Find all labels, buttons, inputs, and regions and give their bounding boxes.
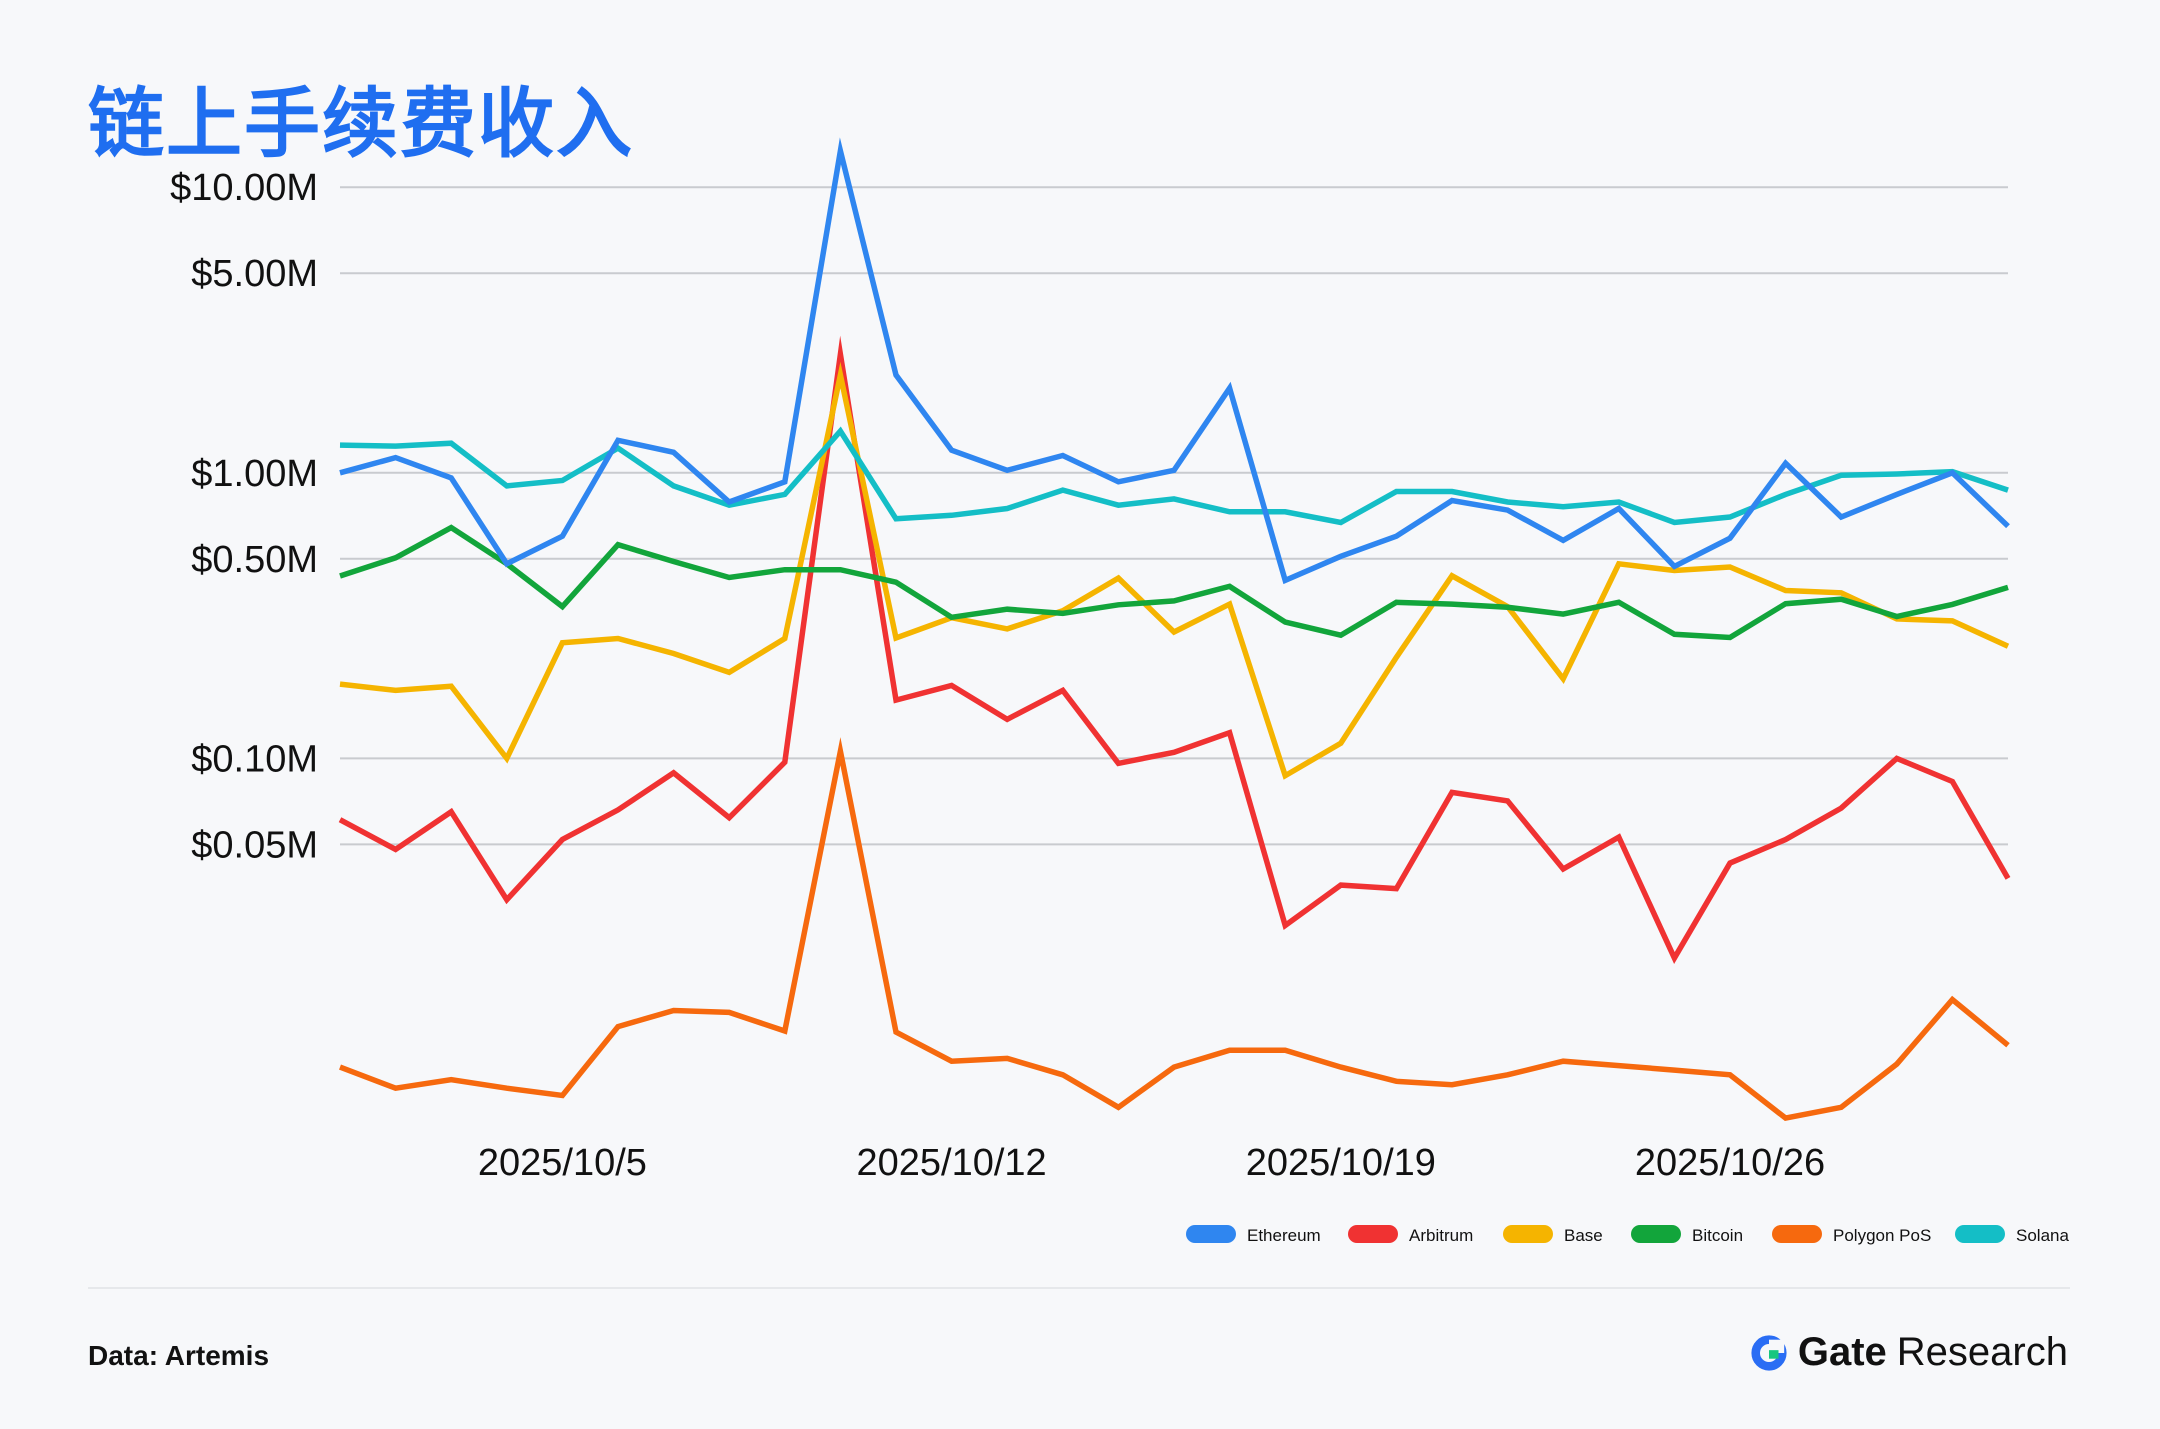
line-chart: $10.00M $5.00M $1.00M $0.50M $0.10M $0.05M 20… <box>170 137 2069 1245</box>
x-axis-tick-labels: 2025/10/5 2025/10/12 2025/10/19 2025/10/26 <box>478 1142 1825 1184</box>
legend-label: Arbitrum <box>1409 1226 1473 1245</box>
brand-logo: Gate Research <box>1750 1330 2068 1375</box>
series-line-base <box>339 361 2010 780</box>
y-tick-label: $0.10M <box>191 738 318 780</box>
y-tick-label: $0.50M <box>191 539 318 581</box>
y-tick-label: $0.05M <box>191 824 318 866</box>
legend: Ethereum Arbitrum Base Bitcoin Polygon PoS So… <box>1186 1225 2069 1245</box>
x-tick-label: 2025/10/5 <box>478 1142 647 1184</box>
legend-swatch <box>1503 1225 1553 1243</box>
x-tick-label: 2025/10/12 <box>857 1142 1047 1184</box>
legend-item[interactable]: Base <box>1503 1225 1603 1245</box>
series-line-ethereum <box>339 137 2010 585</box>
legend-swatch <box>1631 1225 1681 1243</box>
legend-label: Solana <box>2016 1226 2069 1245</box>
grid-lines <box>340 186 2008 846</box>
legend-item[interactable]: Arbitrum <box>1348 1225 1473 1245</box>
legend-swatch <box>1772 1225 1822 1243</box>
x-tick-label: 2025/10/19 <box>1246 1142 1436 1184</box>
legend-swatch <box>1955 1225 2005 1243</box>
legend-swatch <box>1186 1225 1236 1243</box>
y-tick-label: $1.00M <box>191 453 318 495</box>
legend-swatch <box>1348 1225 1398 1243</box>
chart-title: 链上手续费收入 <box>88 79 634 168</box>
series-line-arbitrum <box>338 335 2011 964</box>
y-axis-tick-labels: $10.00M $5.00M $1.00M $0.50M $0.10M $0.05M <box>170 167 318 866</box>
series-line-bitcoin <box>339 524 2009 641</box>
series-lines <box>338 137 2011 1122</box>
legend-item[interactable]: Ethereum <box>1186 1225 1321 1245</box>
data-source-label: Data: Artemis <box>88 1340 270 1371</box>
legend-item[interactable]: Polygon PoS <box>1772 1225 1931 1245</box>
y-tick-label: $10.00M <box>170 167 318 209</box>
brand-suffix: Research <box>1896 1330 2068 1374</box>
y-tick-label: $5.00M <box>191 253 318 295</box>
legend-item[interactable]: Solana <box>1955 1225 2069 1245</box>
x-tick-label: 2025/10/26 <box>1635 1142 1825 1184</box>
legend-label: Polygon PoS <box>1833 1226 1931 1245</box>
brand-name: Gate <box>1797 1330 1887 1374</box>
legend-label: Bitcoin <box>1692 1226 1743 1245</box>
footer-divider <box>88 1287 2070 1289</box>
legend-item[interactable]: Bitcoin <box>1631 1225 1743 1245</box>
legend-label: Ethereum <box>1247 1226 1321 1245</box>
legend-label: Base <box>1564 1226 1603 1245</box>
series-line-polygon-pos <box>339 737 2010 1122</box>
gate-logo-icon <box>1751 1334 1787 1371</box>
series-line-solana <box>339 426 2009 526</box>
